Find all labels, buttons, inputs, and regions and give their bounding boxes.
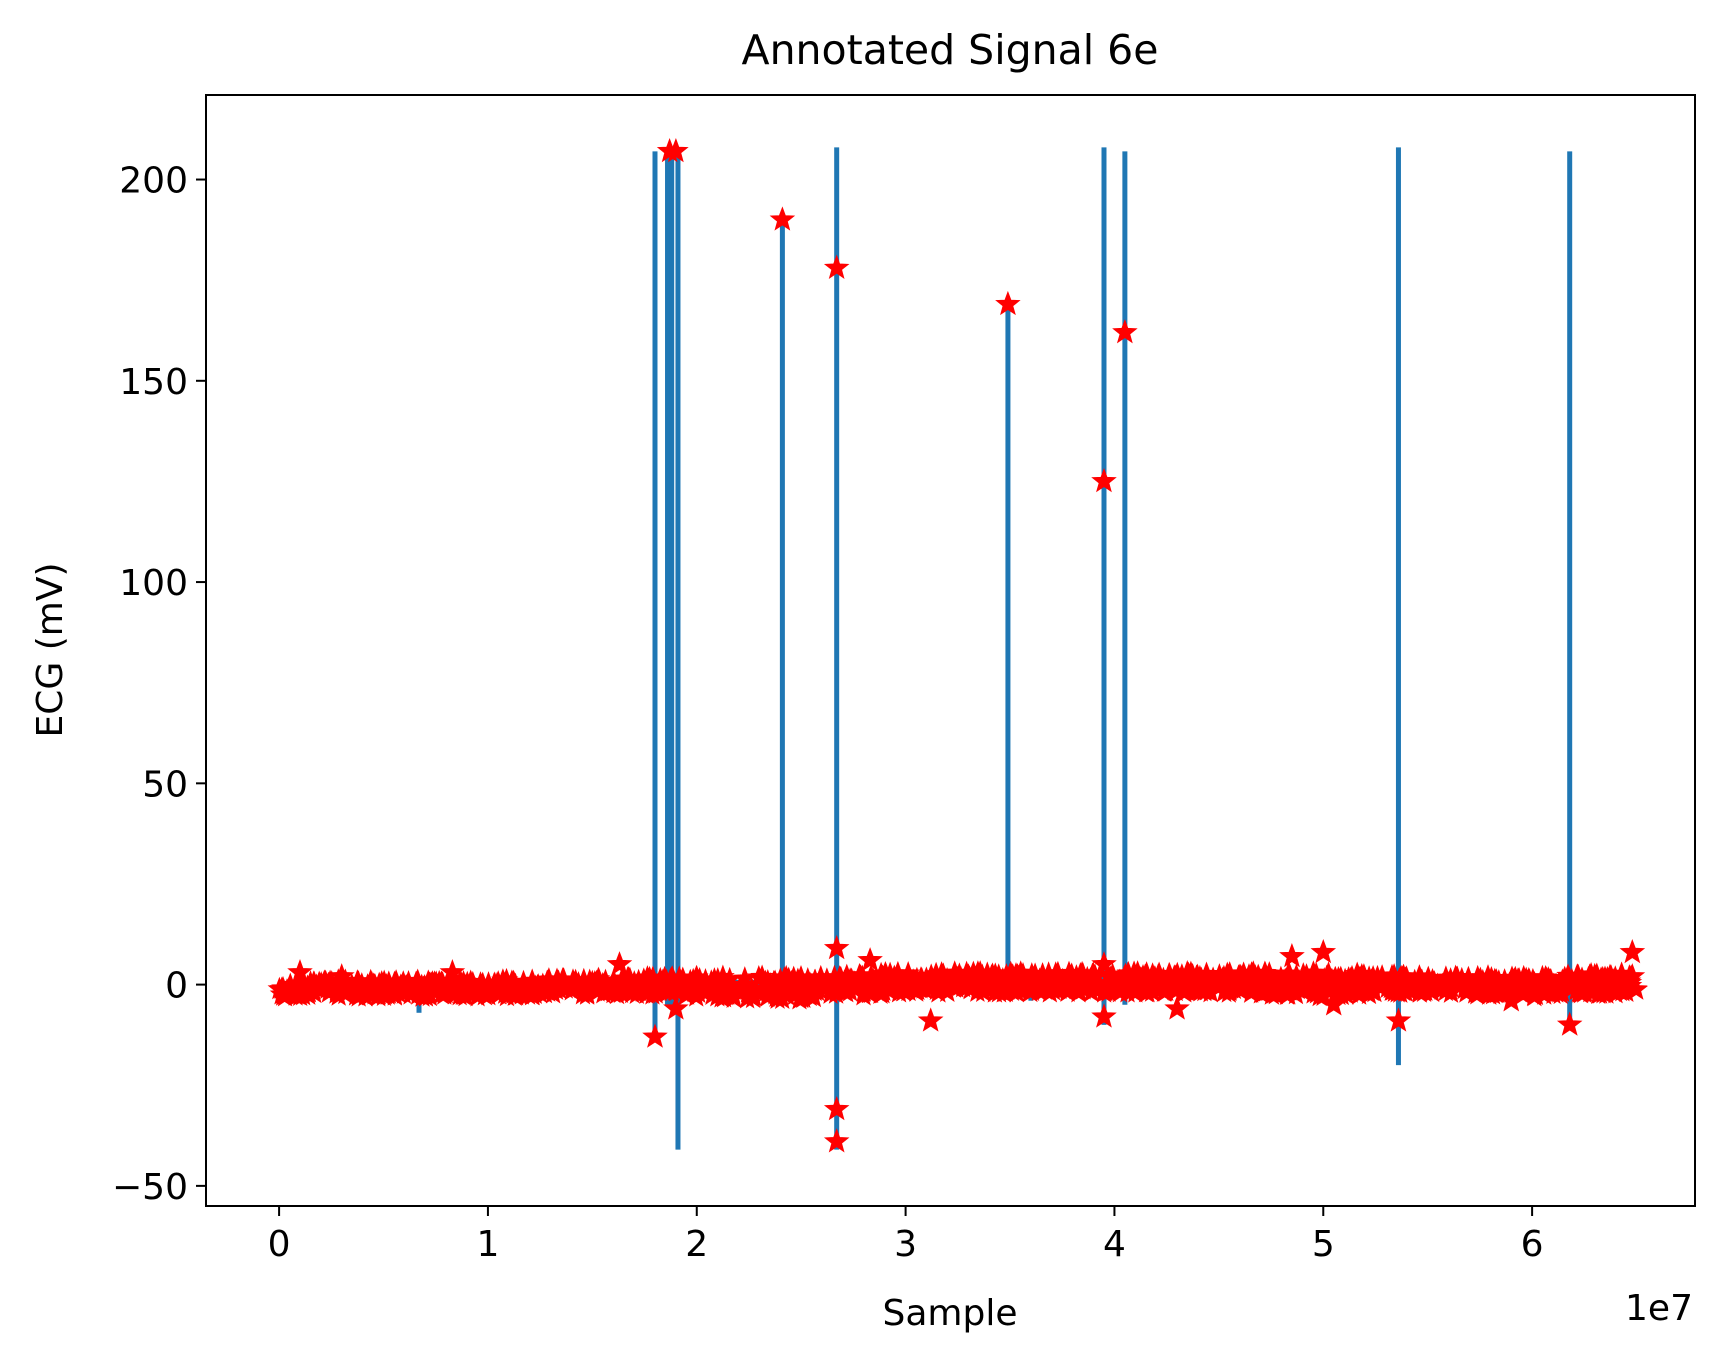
annotation-marker (823, 934, 850, 960)
x-tick-label: 0 (268, 1224, 291, 1265)
annotation-marker (1619, 938, 1646, 964)
annotation-marker (1619, 963, 1646, 988)
annotation-marker (823, 254, 850, 279)
y-axis: −50 0 50 100 150 200 (112, 161, 206, 1208)
y-tick-label: 150 (119, 362, 188, 403)
plot-area (206, 95, 1695, 1206)
annotation-marker (1320, 991, 1347, 1016)
x-tick-label: 6 (1521, 1224, 1544, 1265)
annotation-marker (1385, 1007, 1412, 1032)
x-axis-label: Sample (883, 1293, 1018, 1334)
annotation-marker (439, 959, 466, 984)
annotation-marker (1112, 319, 1138, 344)
annotation-marker (642, 1023, 668, 1048)
annotation-marker (1091, 951, 1117, 976)
chart-title: Annotated Signal 6e (742, 26, 1159, 74)
x-tick-label: 4 (1103, 1224, 1126, 1265)
annotation-marker (1498, 987, 1524, 1012)
annotation-marker (328, 963, 355, 988)
signal-series (277, 147, 1638, 1150)
annotation-marker (1164, 995, 1190, 1020)
y-tick-label: 0 (165, 966, 188, 1007)
y-tick-label: 200 (119, 161, 188, 202)
y-axis-label: ECG (mV) (30, 562, 71, 737)
x-tick-label: 1 (476, 1224, 499, 1265)
annotation-marker (917, 1007, 944, 1032)
y-tick-label: −50 (112, 1167, 188, 1208)
annotation-marker (823, 1128, 850, 1153)
x-tick-label: 2 (685, 1224, 708, 1265)
x-tick-label: 3 (894, 1224, 917, 1265)
y-tick-label: 50 (142, 764, 188, 805)
annotation-marker (606, 951, 633, 976)
annotation-marker (995, 290, 1021, 316)
annotation-marker (857, 947, 883, 972)
annotation-marker (276, 979, 303, 1004)
annotation-marker (663, 137, 689, 163)
annotation-series (267, 137, 1649, 1153)
x-tick-label: 5 (1312, 1224, 1335, 1265)
y-tick-label: 100 (119, 563, 188, 604)
plot-border (205, 94, 1696, 1207)
annotation-marker (769, 206, 796, 231)
annotation-marker (1091, 467, 1117, 493)
x-axis: 0 1 2 3 4 5 6 (268, 1206, 1544, 1265)
annotation-marker (287, 959, 313, 984)
annotation-marker (823, 1095, 850, 1121)
annotation-marker (1279, 942, 1305, 968)
annotation-marker (663, 995, 689, 1020)
annotation-marker (1091, 1003, 1117, 1028)
annotation-marker (1310, 938, 1337, 964)
x-axis-offset-label: 1e7 (1625, 1288, 1693, 1329)
annotation-marker (1556, 1011, 1583, 1036)
